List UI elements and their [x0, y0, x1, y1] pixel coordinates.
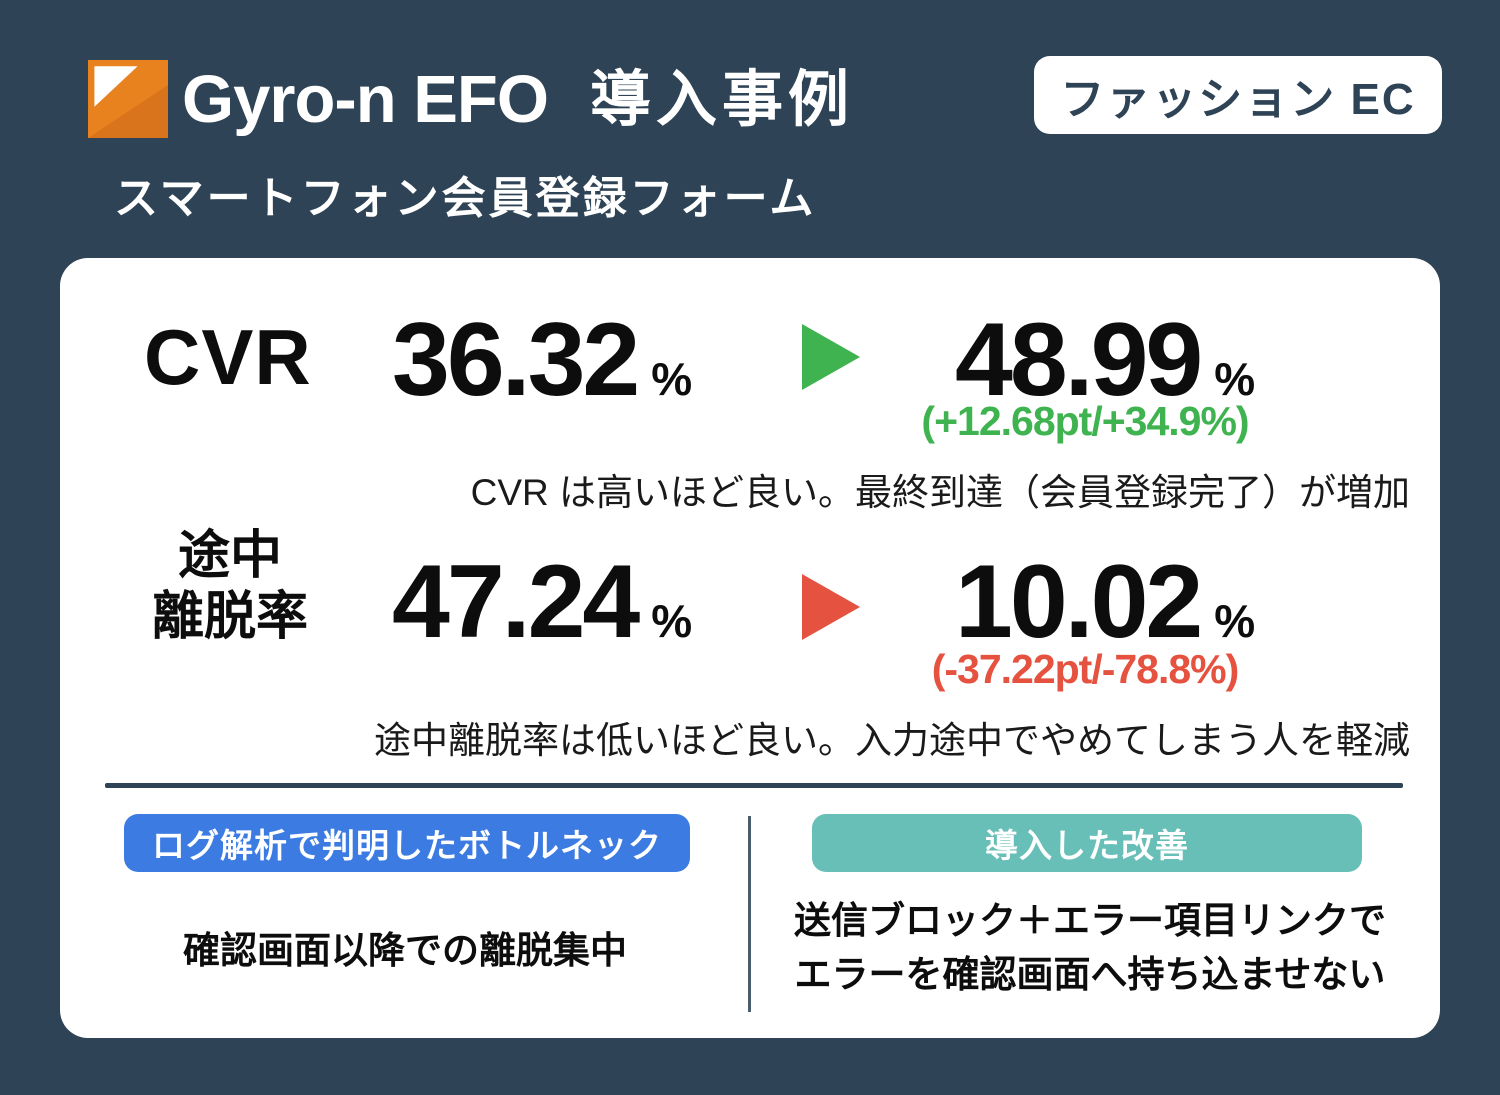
bottleneck-badge: ログ解析で判明したボトルネック: [124, 814, 690, 872]
improvement-arrow-icon: [802, 324, 860, 390]
cvr-delta: (+12.68pt/+34.9%): [921, 398, 1249, 444]
exit-rate-before-unit: %: [651, 595, 693, 647]
vertical-divider: [748, 816, 751, 1012]
category-badge: ファッション EC: [1034, 56, 1442, 134]
subtitle: スマートフォン会員登録フォーム: [114, 174, 817, 223]
reduction-arrow-icon: [802, 574, 860, 640]
exit-rate-before-value: 47.24 %: [392, 550, 692, 654]
logo-text: Gyro-n EFO: [182, 61, 549, 137]
cvr-after-unit: %: [1214, 353, 1256, 405]
gyron-efo-logo: Gyro-n EFO: [88, 60, 549, 138]
improvement-description-line2: エラーを確認画面へ持ち込ませない: [794, 953, 1386, 995]
exit-rate-note: 途中離脱率は低いほど良い。入力途中でやめてしまう人を軽減: [374, 720, 1410, 761]
improvement-badge-label: 導入した改善: [985, 827, 1189, 864]
gyron-logo-icon: [88, 60, 168, 138]
bottleneck-badge-label: ログ解析で判明したボトルネック: [152, 827, 662, 864]
improvement-badge: 導入した改善: [812, 814, 1362, 872]
exit-rate-after-number: 10.02: [955, 544, 1203, 660]
bottleneck-description: 確認画面以降での離脱集中: [183, 930, 627, 971]
cvr-note: CVR は高いほど良い。最終到達（会員登録完了）が増加: [470, 472, 1410, 513]
page-title: 導入事例: [589, 64, 854, 133]
category-badge-label: ファッション EC: [1060, 75, 1416, 124]
improvement-description: 送信ブロック＋エラー項目リンクで エラーを確認画面へ持ち込ませない: [760, 894, 1420, 1001]
cvr-before-value: 36.32 %: [392, 308, 692, 412]
improvement-description-line1: 送信ブロック＋エラー項目リンクで: [794, 900, 1386, 941]
exit-rate-after-value: 10.02 %: [955, 550, 1255, 654]
cvr-after-value: 48.99 %: [955, 308, 1255, 412]
exit-rate-label-line1: 途中: [177, 527, 282, 585]
exit-rate-label-line2: 離脱率: [151, 588, 308, 647]
cvr-after-number: 48.99: [955, 302, 1203, 418]
exit-rate-before-number: 47.24: [392, 544, 640, 660]
exit-rate-delta: (-37.22pt/-78.8%): [931, 646, 1240, 692]
cvr-label: CVR: [144, 313, 312, 401]
metrics-card: CVR 36.32 % 48.99 % (+12.68pt/+34.9%) CV…: [60, 258, 1440, 1038]
horizontal-divider: [105, 783, 1403, 788]
cvr-before-unit: %: [651, 353, 693, 405]
exit-rate-after-unit: %: [1214, 595, 1256, 647]
header: Gyro-n EFO 導入事例: [88, 58, 854, 140]
exit-rate-label: 途中 離脱率: [108, 526, 352, 649]
cvr-before-number: 36.32: [392, 302, 640, 418]
